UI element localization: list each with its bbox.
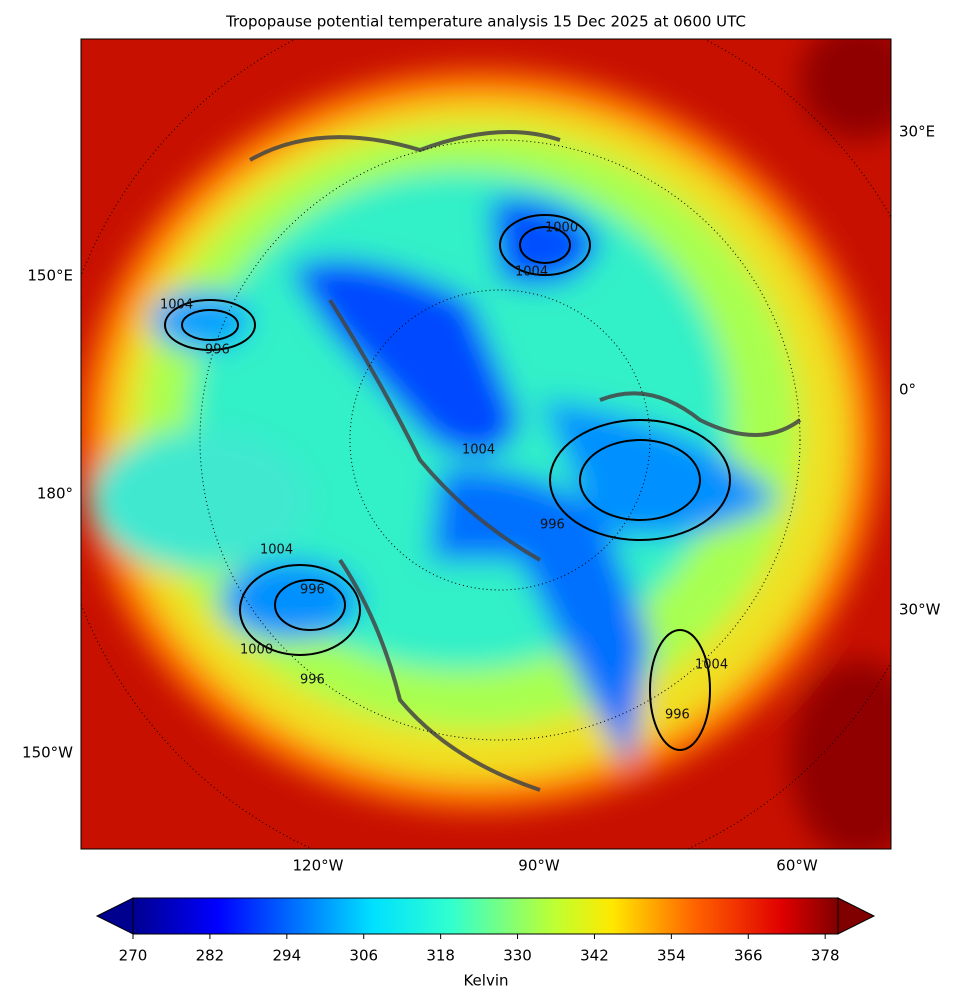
colorbar-tick-label: 378 [811,947,840,965]
colorbar-tick-label: 330 [503,947,532,965]
contour-label: 1004 [695,658,728,673]
contour-label: 996 [205,343,230,358]
lon-label: 60°W [776,857,818,875]
lon-label: 90°W [518,857,560,875]
lat-label: 150°W [22,744,73,762]
colorbar-tick-label: 354 [657,947,686,965]
lon-label: 0° [899,381,916,399]
lon-label: 30°W [899,601,941,619]
colorbar-tick-label: 342 [580,947,609,965]
contour-label: 996 [300,583,325,598]
title: Tropopause potential temperature analysi… [225,13,746,31]
colorbar-tick-label: 306 [349,947,378,965]
lat-label: 150°E [27,267,73,285]
colorbar-label: Kelvin [463,972,508,990]
lon-label: 30°E [899,123,935,141]
lon-label: 120°W [293,857,344,875]
contour-label: 1000 [545,221,578,236]
colorbar-tick-label: 294 [272,947,301,965]
map-frame [80,38,892,850]
map: 1004 996 1004 1000 996 1004 996 1004 100… [81,39,891,849]
contour-label: 1004 [160,298,193,313]
contour-label: 996 [540,518,565,533]
colorbar-tick-label: 366 [734,947,763,965]
colorbar [95,897,876,935]
contour-label: 1000 [240,643,273,658]
colorbar-tick-label: 270 [119,947,148,965]
contour-label: 1004 [462,443,495,458]
contour-label: 1004 [515,265,548,280]
contour-label: 996 [300,673,325,688]
contour-label: 1004 [260,543,293,558]
contour-label: 996 [665,708,690,723]
colorbar-tick-label: 318 [426,947,455,965]
colorbar-tick-label: 282 [196,947,225,965]
lat-label: 180° [37,485,73,503]
